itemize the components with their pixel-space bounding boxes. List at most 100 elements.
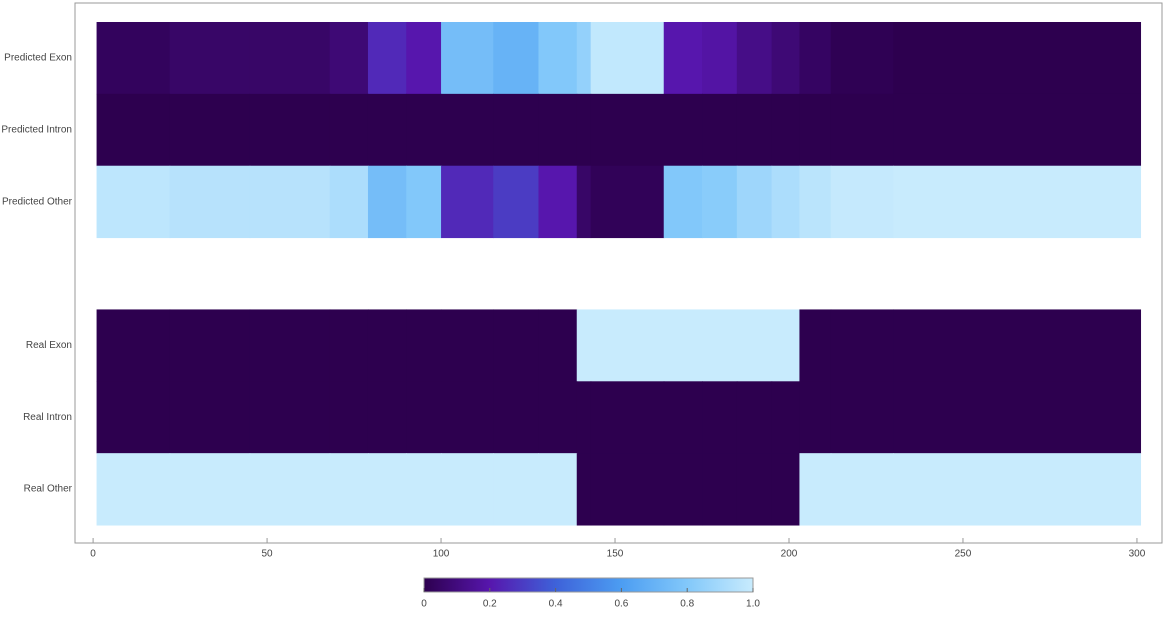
y-tick-label: Real Intron [23,412,72,423]
heatmap-cell [576,453,592,526]
heatmap-cell [169,165,251,239]
heatmap-cell [441,309,494,382]
heatmap-cell [576,309,592,382]
heatmap-cell [799,453,832,526]
heatmap-cell [702,165,738,239]
heatmap-cell [367,22,407,95]
heatmap-cell [799,22,832,95]
y-tick-label: Predicted Exon [4,53,72,64]
x-tick-label: 250 [955,549,972,560]
x-tick-label: 150 [607,549,624,560]
colorbar-tick-label: 0.2 [483,599,497,610]
heatmap-cell [96,165,171,239]
heatmap-cell [367,165,407,239]
heatmap-cell [893,381,1142,454]
heatmap-cell [329,22,369,95]
heatmap-cell [367,453,407,526]
heatmap-cell [538,453,578,526]
heatmap-cell [590,381,665,454]
heatmap-cell [893,309,1142,382]
heatmap-cell [590,22,665,95]
heatmap-cell [771,93,801,167]
heatmap-cell [329,165,369,239]
heatmap-cell [406,381,442,454]
x-tick-label: 50 [262,549,274,560]
heatmap-cell [169,381,251,454]
y-tick-label: Predicted Other [2,196,73,207]
heatmap-cell [590,453,665,526]
heatmap-cell [367,381,407,454]
heatmap-cell [493,22,540,95]
heatmap-cell [538,22,578,95]
heatmap-cell [406,22,442,95]
colorbar [423,577,754,593]
colorbar-tick-label: 0 [421,599,427,610]
heatmap-cell [493,453,540,526]
heatmap-cell [329,309,369,382]
y-tick-label: Real Exon [26,340,72,351]
heatmap-cell [576,165,592,239]
heatmap-cell [493,93,540,167]
x-tick-label: 200 [781,549,798,560]
heatmap-cell [830,381,894,454]
heatmap-cell [590,309,665,382]
heatmap-cell [799,165,832,239]
heatmap-cell [576,381,592,454]
heatmap-cell [441,453,494,526]
heatmap-cell [406,93,442,167]
heatmap-cell [590,165,665,239]
heatmap-cell [799,309,832,382]
heatmap-cell [169,309,251,382]
heatmap-cell [663,309,703,382]
heatmap-cell [329,453,369,526]
heatmap-cell [169,22,251,95]
heatmap-cell [702,453,738,526]
heatmap-cell [329,381,369,454]
heatmap-cell [249,165,331,239]
heatmap-cell [169,93,251,167]
heatmap-cell [406,309,442,382]
heatmap-cell [538,309,578,382]
heatmap-cell [663,381,703,454]
heatmap-cell [96,309,171,382]
heatmap-cell [493,381,540,454]
colorbar-tick-label: 1.0 [746,599,760,610]
heatmap-cell [329,93,369,167]
heatmap-cell [538,381,578,454]
heatmap-cell [830,453,894,526]
heatmap-cell [441,165,494,239]
heatmap-cell [590,93,665,167]
plot-frame [74,2,1163,544]
heatmap-cell [830,93,894,167]
heatmap-cell [893,453,1142,526]
heatmap-cell [830,22,894,95]
heatmap-cell [702,309,738,382]
heatmap-cell [736,22,773,95]
heatmap-cell [96,93,171,167]
heatmap-cell [663,22,703,95]
heatmap-cell [249,453,331,526]
heatmap-cell [663,165,703,239]
heatmap-cell [736,381,773,454]
heatmap-cell [249,381,331,454]
heatmap-cell [830,165,894,239]
heatmap-cell [771,381,801,454]
heatmap-cell [406,453,442,526]
heatmap-cell [893,22,1142,95]
heatmap-cell [771,165,801,239]
heatmap-cell [441,22,494,95]
heatmap-cell [771,453,801,526]
heatmap-cell [799,93,832,167]
y-tick-label: Real Other [24,484,73,495]
colorbar-tick-label: 0.8 [680,599,694,610]
heatmap-cell [771,309,801,382]
x-tick-label: 0 [90,549,96,560]
heatmap-cell [702,381,738,454]
heatmap-cell [96,22,171,95]
heatmap-cell [441,381,494,454]
heatmap-cell [736,453,773,526]
heatmap-cell [249,93,331,167]
heatmap-cell [249,22,331,95]
heatmap-cell [771,22,801,95]
